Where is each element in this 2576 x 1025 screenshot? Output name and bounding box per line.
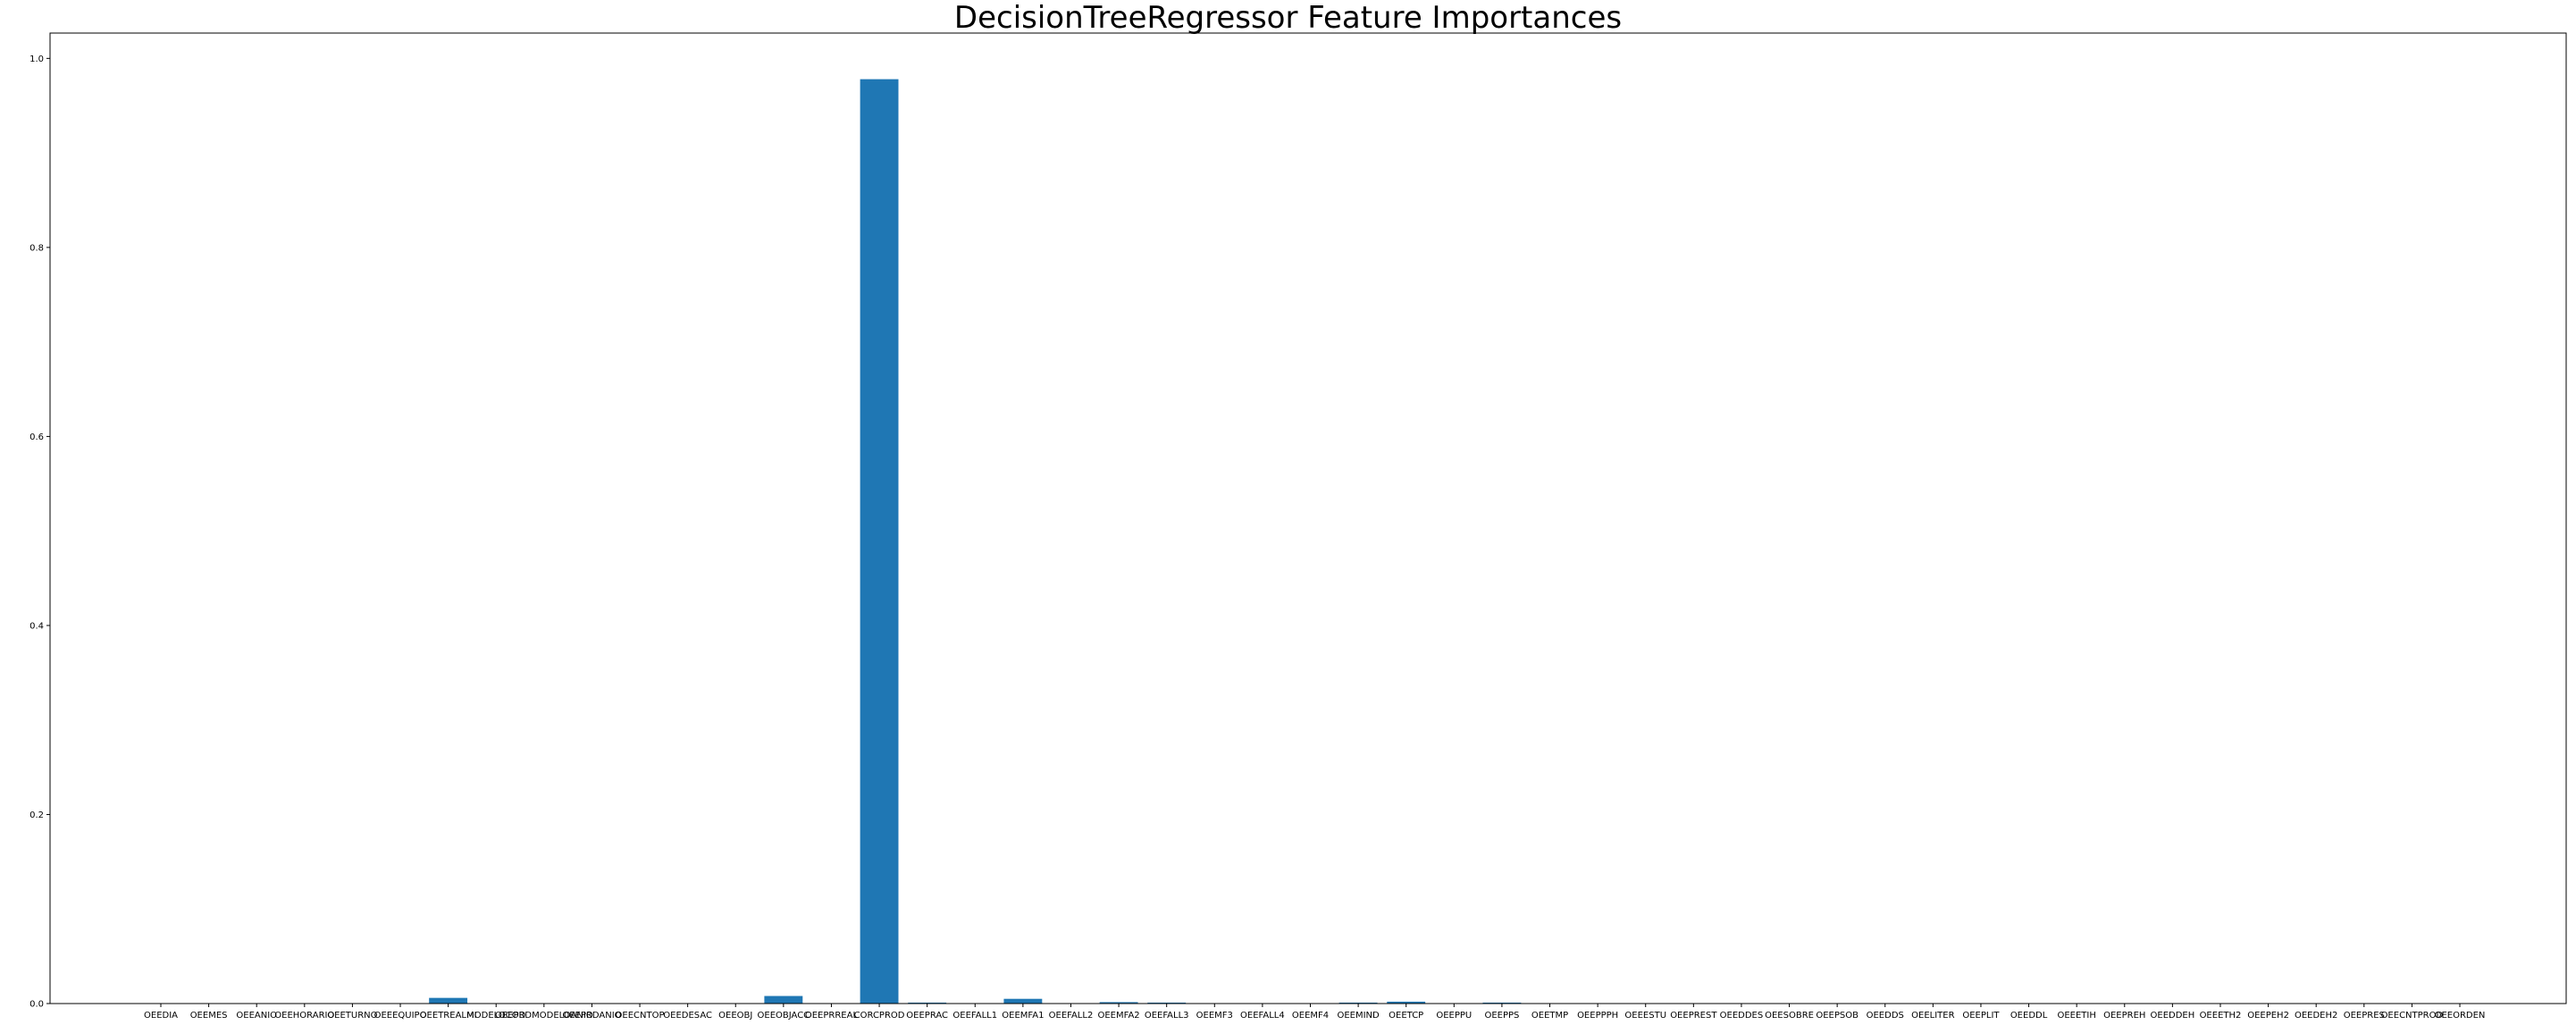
bar-corcprod [860,79,899,1004]
x-tick-label: OEEORDEN [2435,1011,2486,1021]
x-tick-label: OEEMFA1 [1002,1011,1044,1021]
x-tick-label: OEECNTOP [616,1011,665,1021]
y-tick-label: 0.0 [29,1000,44,1010]
x-tick-label: OEETMP [1531,1011,1568,1021]
x-tick-label: OEETCP [1389,1011,1423,1021]
x-tick-label: OEEPRDANIO [562,1011,621,1021]
x-tick-label: OEEPREH [2103,1011,2145,1021]
bar-oeeprac [908,1002,947,1004]
x-tick-label: OEEPRES [2344,1011,2385,1021]
bar-oeemfa1 [1003,998,1043,1004]
plot-frame [49,32,2567,1004]
x-tick-label: OEEPPU [1436,1011,1472,1021]
y-tick-label: 0.2 [29,811,44,820]
x-tick-label: OEEESTU [1624,1011,1666,1021]
x-tick-label: MODELOCOD [466,1011,525,1021]
y-tick-label: 0.4 [29,621,44,631]
x-tick-label: OEEPPPH [1577,1011,1618,1021]
x-tick-label: OEEDDEH [2151,1011,2195,1021]
x-tick-label: OEEEQUIPO [374,1011,427,1021]
x-tick-label: OEESOBRE [1765,1011,1814,1021]
x-tick-label: OEETREALMI [420,1011,477,1021]
x-tick-label: OEEMIND [1337,1011,1380,1021]
x-tick-label: OEETURNO [327,1011,377,1021]
bars-layer [429,79,1522,1004]
x-tick-label: OEEDESAC [663,1011,712,1021]
bar-oeemfa2 [1099,1002,1138,1004]
y-tick-label: 0.6 [29,433,44,442]
x-tick-label: OEEPSOB [1816,1011,1859,1021]
x-tick-label: OEEHORARIO [274,1011,334,1021]
x-tick-label: CORCPROD [854,1011,905,1021]
x-tick-label: OEEPPS [1484,1011,1519,1021]
x-tick-label: OEEFALL1 [952,1011,997,1021]
x-tick-label: OEEMES [190,1011,228,1021]
x-tick-label: OEEFALL3 [1145,1011,1189,1021]
x-tick-label: OEEOBJACC [758,1011,810,1021]
x-tick-label: OEEPRREAL [805,1011,859,1021]
x-tick-label: OEEFALL2 [1049,1011,1094,1021]
y-tick-label: 1.0 [29,55,44,64]
x-tick-label: OEEMFA2 [1097,1011,1139,1021]
x-tick-label: OEEPREST [1670,1011,1717,1021]
x-tick-label: OEELITER [1911,1011,1954,1021]
bar-oeetcp [1387,1001,1426,1004]
x-tick-label: OEEDEH2 [2295,1011,2337,1021]
bar-oeeobjacc [764,996,803,1004]
y-tick-label: 0.8 [29,243,44,253]
x-tick-label: OEEDDS [1867,1011,1904,1021]
x-tick-label: OEEOBJ [718,1011,752,1021]
x-tick-label: OEEETIH [2057,1011,2095,1021]
x-tick-label: OEECNTPROD [2381,1011,2444,1021]
x-tick-label: OEEETH2 [2200,1011,2242,1021]
bar-oeemind [1338,1002,1378,1004]
y-axis: 0.0 0.2 0.4 0.6 0.8 1.0 [29,55,50,1010]
x-tick-label: OEEMF4 [1292,1011,1329,1021]
chart-title: DecisionTreeRegressor Feature Importance… [953,0,1623,36]
x-tick-label: OEEFALL4 [1240,1011,1285,1021]
x-tick-label: OEEMF3 [1196,1011,1233,1021]
x-tick-label: OEEPEH2 [2247,1011,2289,1021]
bar-oeetrealmi [429,997,468,1004]
x-axis: OEEDIA OEEMES OEEANIOOEEHORARIOOEETURNOOEE… [144,1004,2485,1021]
x-tick-label: OEEPLIT [1962,1011,2000,1021]
x-tick-label: OEEANIO [236,1011,277,1021]
x-tick-label: OEEDIA [144,1011,178,1021]
bar-oeefall3 [1147,1002,1187,1004]
x-tick-label: OEEDDL [2010,1011,2048,1021]
x-tick-label: OEEPRDMODELOANIO [495,1011,593,1021]
x-tick-label: OEEPRAC [906,1011,948,1021]
x-tick-label: OEEDDES [1720,1011,1764,1021]
bar-oeepps [1482,1002,1522,1004]
